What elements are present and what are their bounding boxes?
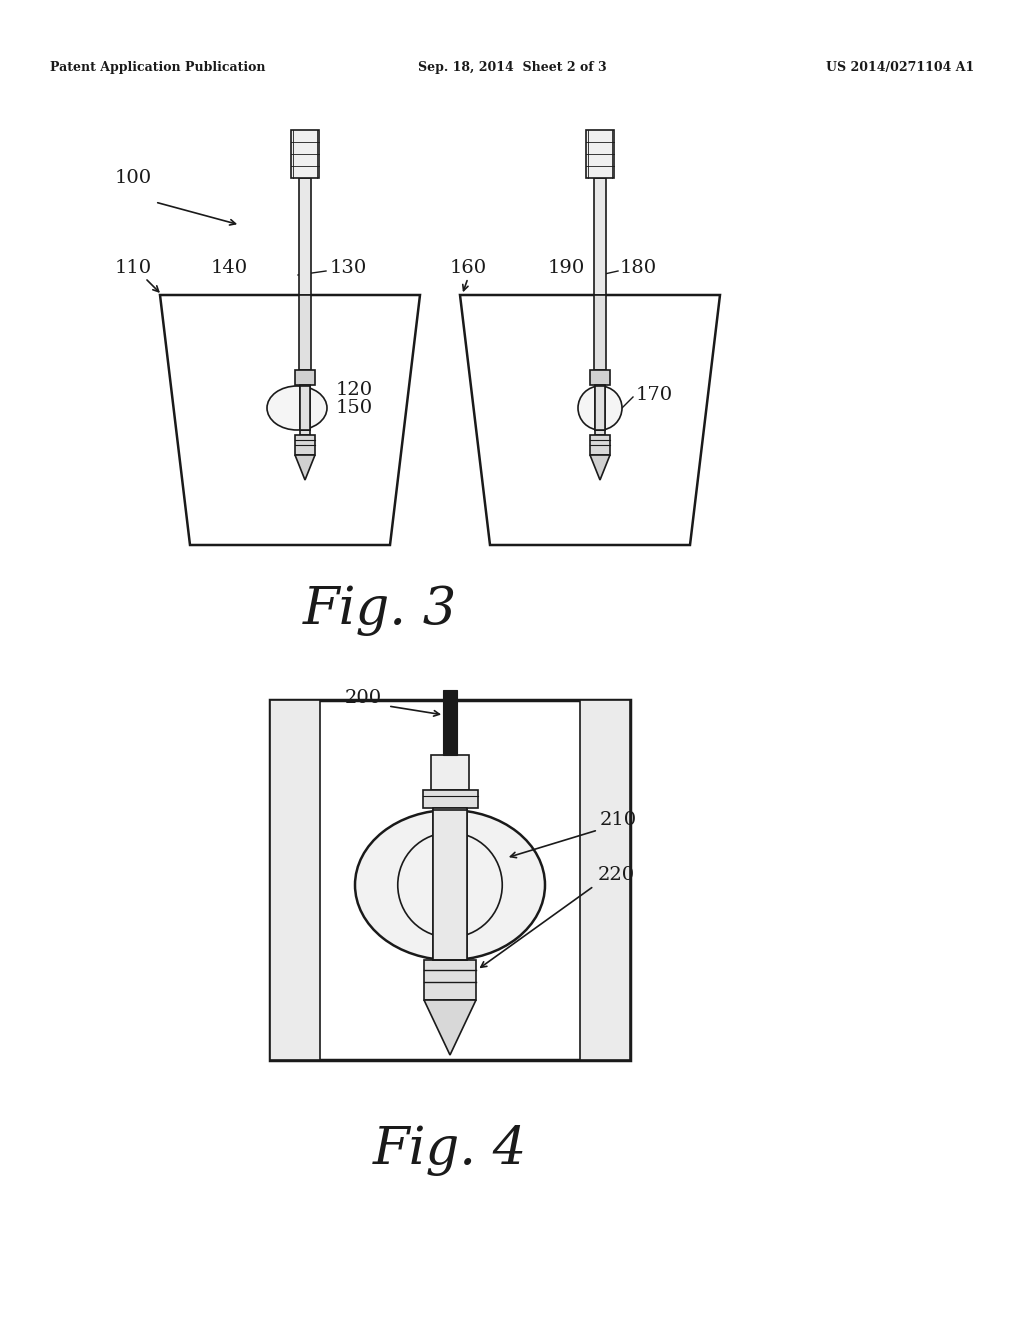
Polygon shape	[590, 455, 610, 480]
Bar	[424, 960, 476, 1001]
Text: 130: 130	[330, 259, 368, 277]
Text: Patent Application Publication: Patent Application Publication	[50, 62, 265, 74]
Ellipse shape	[267, 385, 327, 430]
Bar	[270, 700, 319, 1060]
Bar	[586, 129, 614, 178]
Text: 200: 200	[345, 689, 382, 708]
Bar	[594, 294, 606, 370]
Polygon shape	[424, 1001, 476, 1055]
Polygon shape	[460, 294, 720, 545]
Bar	[595, 385, 605, 430]
Bar	[433, 808, 467, 960]
Bar	[431, 755, 469, 789]
Text: 210: 210	[600, 810, 637, 829]
Bar	[300, 385, 310, 430]
Bar	[595, 430, 605, 436]
Bar	[299, 294, 311, 370]
Circle shape	[578, 385, 622, 430]
Text: Fig. 3: Fig. 3	[303, 585, 457, 635]
Bar	[291, 129, 319, 178]
Text: 100: 100	[115, 169, 153, 187]
Polygon shape	[295, 455, 315, 480]
Text: 110: 110	[115, 259, 153, 277]
Text: 190: 190	[548, 259, 586, 277]
Text: 120: 120	[336, 381, 373, 399]
Bar	[594, 178, 606, 294]
Bar	[433, 810, 467, 960]
Text: Fig. 4: Fig. 4	[373, 1125, 527, 1176]
Text: 140: 140	[211, 259, 248, 277]
Text: 170: 170	[636, 385, 673, 404]
Bar	[580, 700, 630, 1060]
Bar	[300, 430, 310, 436]
Text: 160: 160	[450, 259, 487, 277]
Bar	[423, 789, 477, 808]
Bar	[590, 436, 610, 455]
Ellipse shape	[355, 810, 545, 960]
Text: 180: 180	[620, 259, 657, 277]
Bar	[299, 178, 311, 294]
Text: 150: 150	[336, 399, 373, 417]
Text: 220: 220	[598, 866, 635, 884]
Bar	[443, 690, 457, 755]
Polygon shape	[160, 294, 420, 545]
Bar	[590, 370, 610, 385]
Bar	[595, 385, 605, 430]
Bar	[295, 436, 315, 455]
Bar	[300, 385, 310, 430]
Bar	[295, 370, 315, 385]
Text: US 2014/0271104 A1: US 2014/0271104 A1	[825, 62, 974, 74]
Text: Sep. 18, 2014  Sheet 2 of 3: Sep. 18, 2014 Sheet 2 of 3	[418, 62, 606, 74]
Bar	[270, 700, 630, 1060]
